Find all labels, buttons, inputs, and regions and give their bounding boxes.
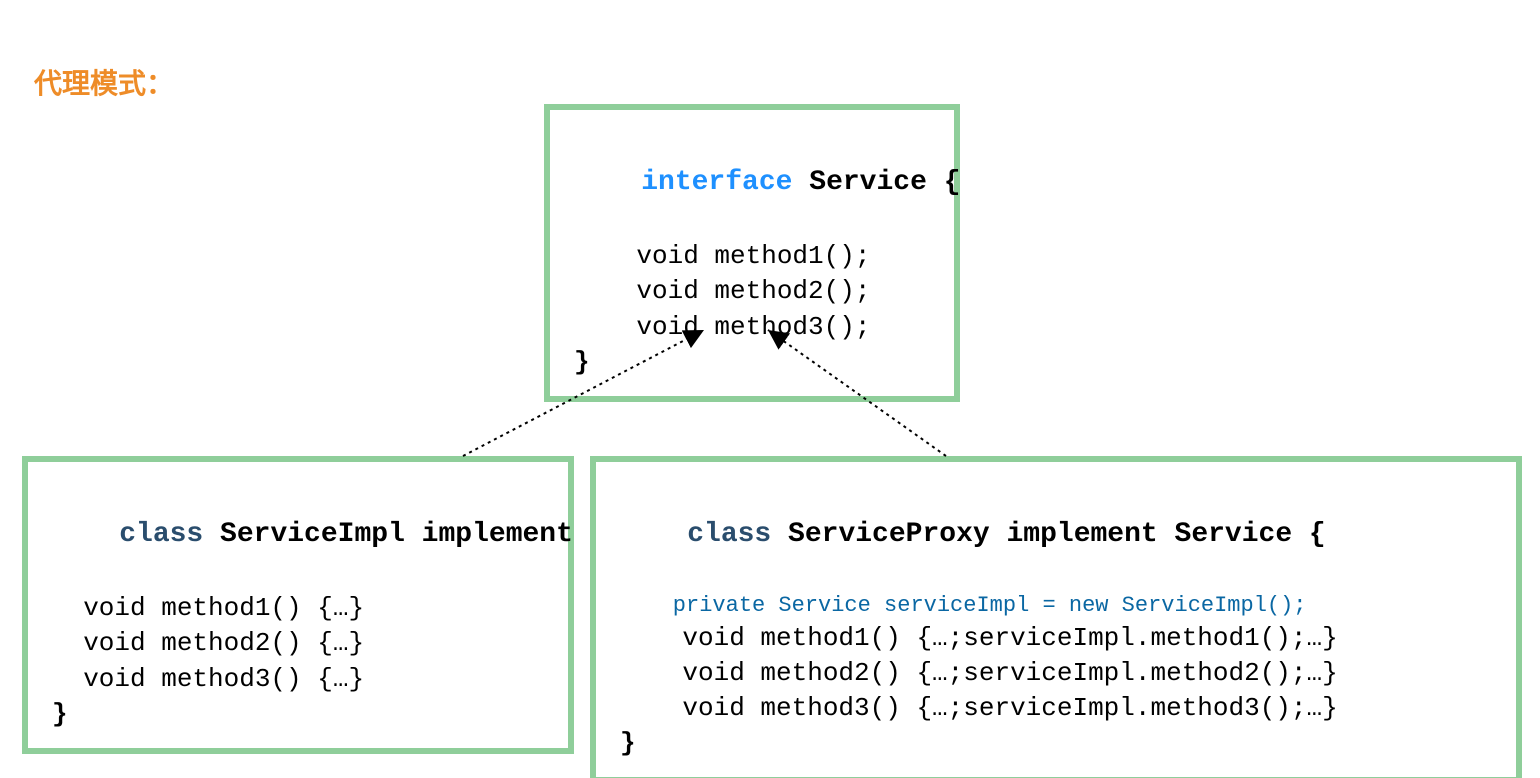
- proxy-line: void method2() {…;serviceImpl.method2();…: [620, 656, 1492, 691]
- interface-header: interface Service {: [574, 126, 930, 239]
- keyword-class: class: [119, 519, 203, 550]
- proxy-close: }: [620, 726, 1492, 761]
- impl-line: void method3() {…}: [52, 662, 544, 697]
- interface-line: void method1();: [574, 239, 930, 274]
- impl-line: void method2() {…}: [52, 626, 544, 661]
- interface-name: Service {: [809, 167, 960, 198]
- proxy-line: void method1() {…;serviceImpl.method1();…: [620, 621, 1492, 656]
- keyword-class: class: [687, 519, 771, 550]
- interface-line: void method2();: [574, 274, 930, 309]
- diagram-title: 代理模式：: [34, 62, 174, 102]
- impl-header: class ServiceImpl implement Service {: [52, 478, 544, 591]
- impl-line: void method1() {…}: [52, 591, 544, 626]
- service-proxy-box: class ServiceProxy implement Service { p…: [590, 456, 1522, 778]
- proxy-field-line: private Service serviceImpl = new Servic…: [620, 591, 1492, 621]
- service-impl-box: class ServiceImpl implement Service { vo…: [22, 456, 574, 754]
- keyword-interface: interface: [641, 167, 792, 198]
- proxy-header: class ServiceProxy implement Service {: [620, 478, 1492, 591]
- impl-close: }: [52, 697, 544, 732]
- interface-box: interface Service { void method1(); void…: [544, 104, 960, 402]
- proxy-name: ServiceProxy implement Service {: [788, 519, 1326, 550]
- interface-line: void method3();: [574, 310, 930, 345]
- proxy-line: void method3() {…;serviceImpl.method3();…: [620, 691, 1492, 726]
- interface-close: }: [574, 345, 930, 380]
